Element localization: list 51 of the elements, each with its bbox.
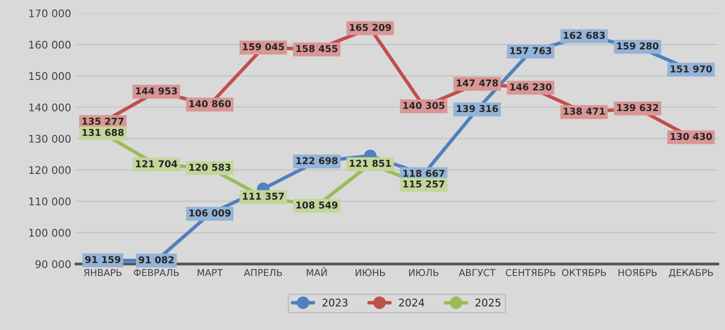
x-tick-label: АВГУСТ xyxy=(458,269,496,276)
data-label: 108 549 xyxy=(296,201,338,209)
x-tick-label: МАЙ xyxy=(306,267,327,276)
x-tick-label: СЕНТЯБРЬ xyxy=(506,269,556,276)
data-label: 138 471 xyxy=(564,108,605,115)
x-tick-label: ИЮЛЬ xyxy=(409,269,438,276)
x-tick-label: ИЮНЬ xyxy=(356,269,385,276)
x-tick-label: МАРТ xyxy=(198,269,223,276)
data-label: 106 009 xyxy=(190,209,231,217)
legend-label: 2023 xyxy=(322,298,348,307)
data-label: 111 357 xyxy=(242,192,284,200)
x-tick-label: ОКТЯБРЬ xyxy=(562,269,606,276)
y-tick-label: 140 000 xyxy=(29,103,71,112)
data-label: 140 305 xyxy=(403,102,444,110)
y-tick-label: 110 000 xyxy=(29,198,71,206)
data-label: 146 230 xyxy=(510,83,552,90)
data-label: 115 257 xyxy=(403,180,444,188)
x-tick-label: АПРЕЛЬ xyxy=(244,269,282,276)
data-label: 157 763 xyxy=(510,47,552,54)
legend-label: 2024 xyxy=(399,298,424,307)
data-label: 151 970 xyxy=(670,65,712,72)
y-tick-label: 150 000 xyxy=(29,72,71,80)
x-tick-label: ФЕВРАЛЬ xyxy=(134,269,179,276)
data-label: 159 045 xyxy=(242,43,284,50)
data-label: 139 632 xyxy=(617,104,658,112)
data-label: 130 430 xyxy=(670,132,712,140)
data-label: 158 455 xyxy=(296,44,338,52)
y-tick-label: 160 000 xyxy=(29,40,71,49)
data-label: 122 698 xyxy=(296,157,338,164)
x-tick-label: НОЯБРЬ xyxy=(618,269,657,276)
data-label: 140 860 xyxy=(190,100,231,108)
data-label: 147 478 xyxy=(456,79,498,87)
data-label: 144 953 xyxy=(136,87,177,94)
y-tick-label: 120 000 xyxy=(29,166,71,174)
y-tick-label: 90 000 xyxy=(35,260,71,268)
data-label: 135 277 xyxy=(82,118,124,125)
data-label: 139 316 xyxy=(456,104,498,112)
data-label: 121 704 xyxy=(136,160,178,168)
data-label: 162 683 xyxy=(564,32,605,39)
x-tick-label: ЯНВАРЬ xyxy=(84,269,122,276)
y-tick-label: 130 000 xyxy=(29,134,71,143)
data-label: 165 209 xyxy=(350,24,391,31)
data-label: 121 851 xyxy=(350,160,391,167)
legend-label: 2025 xyxy=(476,298,500,307)
data-label: 120 583 xyxy=(190,164,230,171)
x-tick-label: ДЕКАБРЬ xyxy=(668,269,713,278)
data-label: 131 688 xyxy=(82,128,124,136)
data-label: 159 280 xyxy=(617,42,658,50)
data-label: 118 667 xyxy=(403,170,444,177)
y-tick-label: 100 000 xyxy=(29,228,71,237)
y-tick-label: 170 000 xyxy=(29,9,71,18)
